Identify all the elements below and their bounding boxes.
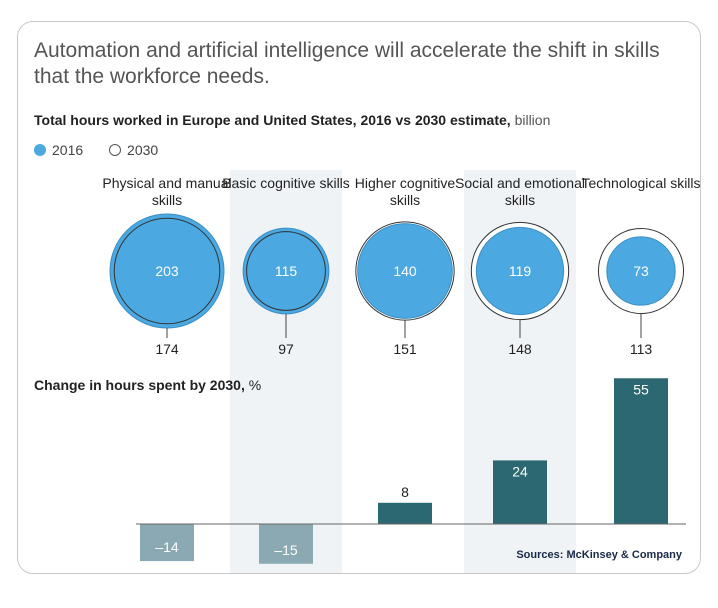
category-label-higher: Higher cognitive skills [354, 175, 456, 208]
change-axis-label: Change in hours spent by 2030, % [34, 377, 261, 394]
change-label-main: Change in hours spent by 2030, [34, 377, 245, 393]
legend: 2016 2030 [34, 142, 180, 159]
headline: Automation and artificial intelligence w… [34, 39, 660, 88]
legend-item-2030: 2030 [109, 142, 158, 158]
bubble-value-2016-higher-cognitive-skills: 140 [393, 263, 417, 279]
category-label-technological: Technological skills [581, 175, 701, 191]
change-label-unit: % [248, 377, 262, 393]
bar-technological-skills [614, 378, 668, 524]
bubble-2016-social-and-emotional-skills [475, 226, 565, 316]
bubble-value-2016-physical-and-manual-skills: 203 [155, 263, 179, 279]
bubble-2016-physical-and-manual-skills [109, 213, 225, 329]
legend-swatch-2030 [109, 144, 122, 156]
bar-value-higher-cognitive-skills: 8 [401, 484, 409, 500]
bar-value-social-and-emotional-skills: 24 [512, 463, 528, 479]
chart-card: Automation and artificial intelligence w… [17, 21, 701, 574]
legend-label-2016: 2016 [52, 142, 84, 158]
legend-swatch-2016 [34, 144, 46, 156]
category-label-social: Social and emotional skills [455, 175, 585, 208]
source-note: Sources: McKinsey & Company [516, 549, 682, 561]
category-label-physical: Physical and manual skills [102, 175, 232, 208]
bubble-2016-technological-skills [606, 236, 676, 306]
subtitle-main: Total hours worked in Europe and United … [34, 112, 511, 128]
legend-label-2030: 2030 [127, 142, 159, 158]
bubble-2016-higher-cognitive-skills [357, 223, 453, 319]
subtitle-unit: billion [514, 112, 551, 128]
bar-social-and-emotional-skills [493, 460, 547, 524]
bubble-value-2030-basic-cognitive-skills: 97 [278, 341, 294, 357]
bubble-value-2030-technological-skills: 113 [630, 341, 653, 357]
bubble-value-2016-basic-cognitive-skills: 115 [275, 263, 298, 279]
bubble-value-2030-physical-and-manual-skills: 174 [155, 341, 179, 357]
legend-item-2016: 2016 [34, 142, 83, 158]
bubble-value-2030-social-and-emotional-skills: 148 [508, 341, 532, 357]
bar-physical-and-manual-skills [140, 524, 194, 562]
bar-value-technological-skills: 55 [633, 381, 649, 397]
chart-svg: 203 174 115 97 140 151 119 148 73 113 –14 –15 8 24 55 [109, 213, 686, 564]
bar-higher-cognitive-skills [378, 502, 432, 524]
bubble-value-2016-technological-skills: 73 [633, 263, 649, 279]
bubble-value-2016-social-and-emotional-skills: 119 [509, 263, 532, 279]
bubble-2030-physical-and-manual-skills [113, 217, 221, 325]
bubble-2030-basic-cognitive-skills [246, 231, 326, 311]
bar-basic-cognitive-skills [259, 524, 313, 564]
bubble-value-2030-higher-cognitive-skills: 151 [393, 341, 417, 357]
bar-value-basic-cognitive-skills: –15 [274, 542, 298, 558]
chart-subtitle: Total hours worked in Europe and United … [34, 112, 550, 128]
bar-value-physical-and-manual-skills: –14 [155, 539, 179, 555]
category-label-basic: Basic cognitive skills [222, 175, 350, 191]
